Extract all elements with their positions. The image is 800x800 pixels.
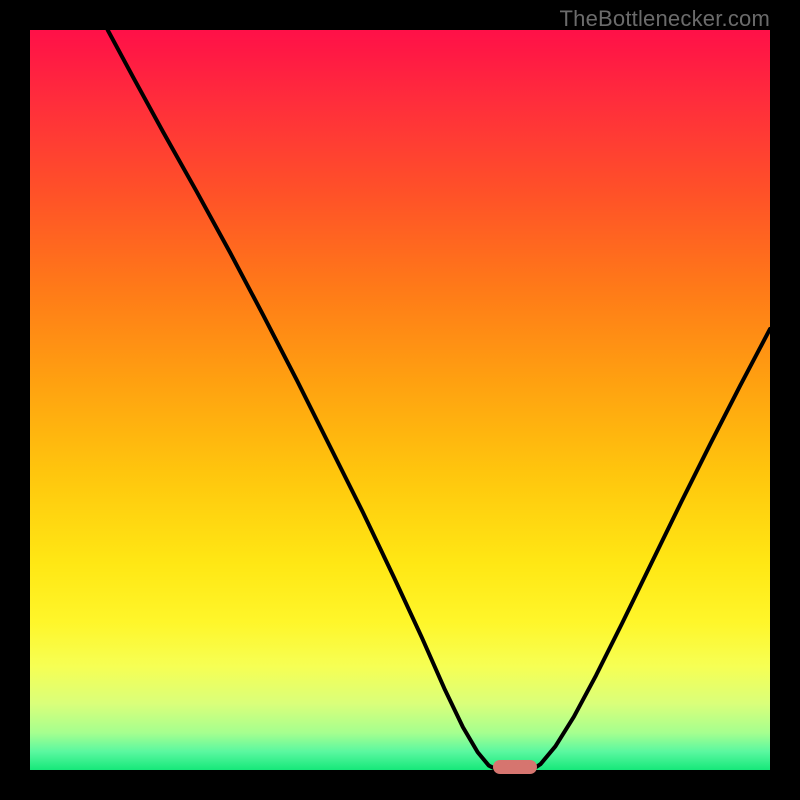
bottleneck-curve [30,30,770,770]
optimal-zone-marker [493,760,537,774]
plot-area [30,30,770,770]
chart-frame: TheBottlenecker.com [0,0,800,800]
watermark-text: TheBottlenecker.com [560,6,770,32]
